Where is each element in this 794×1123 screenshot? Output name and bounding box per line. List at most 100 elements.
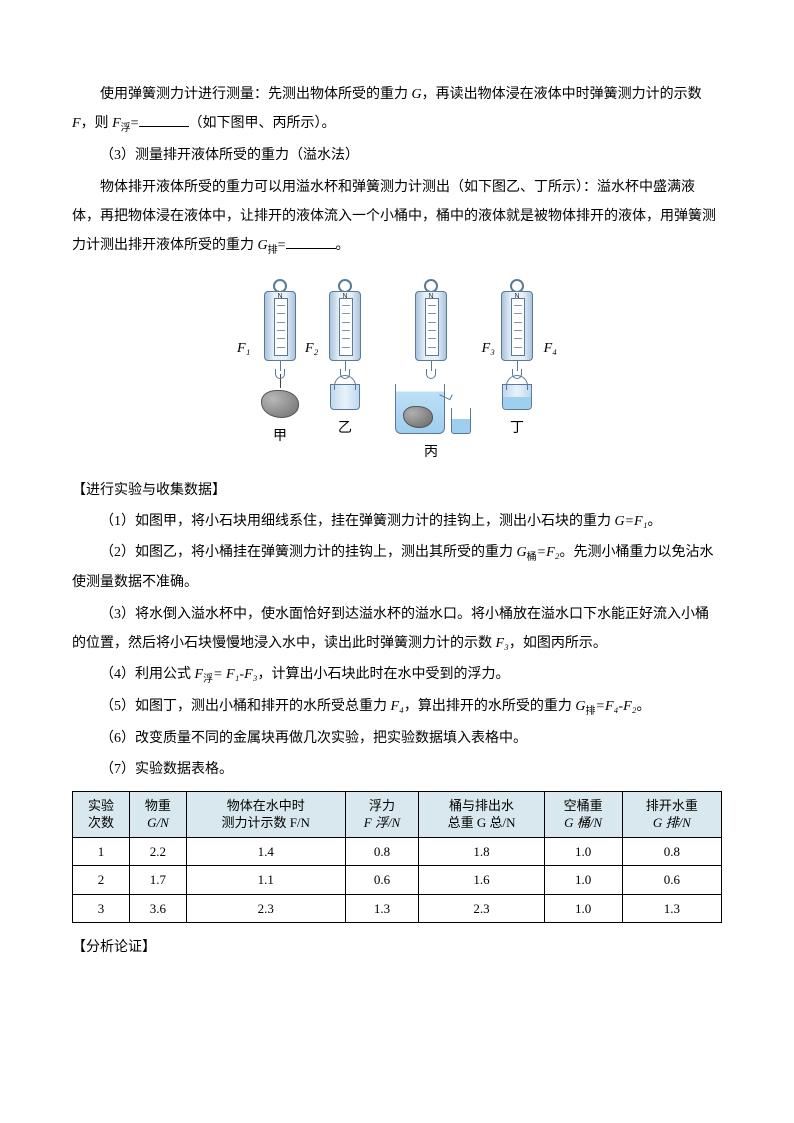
label-F4: F₄ <box>544 334 557 363</box>
section-heading-1: 【进行实验与收集数据】 <box>72 476 722 505</box>
data-table: 实验次数 物重G/N 物体在水中时测力计示数 F/N 浮力F 浮/N 桶与排出水… <box>72 791 722 924</box>
formula: =F₄-F₂ <box>596 699 637 714</box>
text: ，如图丙所示。 <box>509 636 607 651</box>
text: ，计算出小石块此时在水中受到的浮力。 <box>258 667 510 682</box>
caption-yi: 乙 <box>338 414 352 443</box>
figure-jia: F₁ N 甲 <box>261 279 299 467</box>
text: （5）如图丁，测出小桶和排开的水所受总重力 <box>100 699 391 714</box>
sub-pai: 排 <box>268 245 278 256</box>
text: 。 <box>637 699 651 714</box>
table-cell: 0.6 <box>622 866 721 895</box>
rock-icon <box>261 390 299 418</box>
symbol: F₄ <box>391 699 404 714</box>
bucket-icon <box>330 384 360 410</box>
symbol: F₃ <box>496 636 509 651</box>
th-5: 空桶重G 桶/N <box>544 791 622 837</box>
step-5: （5）如图丁，测出小桶和排开的水所受总重力 F₄，算出排开的水所受的重力 G排=… <box>72 692 722 722</box>
table-cell: 1.0 <box>544 837 622 866</box>
th-3: 浮力F 浮/N <box>345 791 419 837</box>
text: 。 <box>647 514 661 529</box>
formula: = F₁-F₃ <box>213 667 257 682</box>
symbol-Gpai: G <box>258 238 268 253</box>
text: （4）利用公式 <box>100 667 195 682</box>
table-body: 12.21.40.81.81.00.821.71.10.61.61.00.633… <box>73 837 722 923</box>
section-heading-2: 【分析论证】 <box>72 933 722 962</box>
table-row: 33.62.31.32.31.01.3 <box>73 894 722 923</box>
text: ，算出排开的水所受的重力 <box>404 699 576 714</box>
text: ，则 <box>81 116 113 131</box>
table-row: 21.71.10.61.61.00.6 <box>73 866 722 895</box>
text: （3）将水倒入溢水杯中，使水面恰好到达溢水杯的溢水口。将小桶放在溢水口下水能正好… <box>72 607 709 651</box>
table-cell: 2 <box>73 866 130 895</box>
beaker-icon <box>391 376 471 434</box>
table-cell: 3 <box>73 894 130 923</box>
sub: 桶 <box>527 552 537 563</box>
paragraph-2: （3）测量排开液体所受的重力（溢水法） <box>72 141 722 170</box>
symbol: F <box>195 667 204 682</box>
th-6: 排开水重G 排/N <box>622 791 721 837</box>
table-cell: 1.0 <box>544 866 622 895</box>
paragraph-1: 使用弹簧测力计进行测量：先测出物体所受的重力 G，再读出物体浸在液体中时弹簧测力… <box>72 80 722 139</box>
caption-bing: 丙 <box>424 438 438 467</box>
table-cell: 1 <box>73 837 130 866</box>
caption-jia: 甲 <box>273 422 287 451</box>
symbol: G <box>575 699 585 714</box>
eq: = <box>278 238 286 253</box>
table-cell: 0.8 <box>622 837 721 866</box>
table-cell: 1.0 <box>544 894 622 923</box>
step-6: （6）改变质量不同的金属块再做几次实验，把实验数据填入表格中。 <box>72 724 722 753</box>
table-cell: 1.3 <box>622 894 721 923</box>
table-cell: 3.6 <box>129 894 186 923</box>
spring-scale-icon: N <box>329 279 361 374</box>
text: 。 <box>336 238 350 253</box>
spring-scale-icon: N <box>501 279 533 374</box>
text: 物体排开液体所受的重力可以用溢水杯和弹簧测力计测出（如下图乙、丁所示）：溢水杯中… <box>72 180 716 254</box>
table-cell: 0.6 <box>345 866 419 895</box>
sub: 排 <box>586 706 596 717</box>
figure-bing: F₃ N 丙 <box>391 279 471 467</box>
step-1: （1）如图甲，将小石块用细线系住，挂在弹簧测力计的挂钩上，测出小石块的重力 G=… <box>72 507 722 536</box>
sub: 浮 <box>203 674 213 685</box>
th-2: 物体在水中时测力计示数 F/N <box>186 791 345 837</box>
table-cell: 2.3 <box>186 894 345 923</box>
step-7: （7）实验数据表格。 <box>72 755 722 784</box>
text: （1）如图甲，将小石块用细线系住，挂在弹簧测力计的挂钩上，测出小石块的重力 <box>100 514 615 529</box>
table-cell: 1.7 <box>129 866 186 895</box>
bucket-water-icon <box>502 384 532 410</box>
label-F2: F₂ <box>305 334 318 363</box>
table-row: 12.21.40.81.81.00.8 <box>73 837 722 866</box>
symbol-G: G <box>412 87 422 102</box>
step-4: （4）利用公式 F浮= F₁-F₃，计算出小石块此时在水中受到的浮力。 <box>72 660 722 690</box>
table-header-row: 实验次数 物重G/N 物体在水中时测力计示数 F/N 浮力F 浮/N 桶与排出水… <box>73 791 722 837</box>
table-cell: 1.3 <box>345 894 419 923</box>
text: （2）如图乙，将小桶挂在弹簧测力计的挂钩上，测出其所受的重力 <box>100 545 517 560</box>
symbol-F: F <box>72 116 81 131</box>
step-3: （3）将水倒入溢水杯中，使水面恰好到达溢水杯的溢水口。将小桶放在溢水口下水能正好… <box>72 600 722 659</box>
text: ，再读出物体浸在液体中时弹簧测力计的示数 <box>422 87 702 102</box>
table-cell: 1.4 <box>186 837 345 866</box>
figure-yi: F₂ N 乙 <box>329 279 361 467</box>
spring-scale-icon: N <box>264 279 296 374</box>
symbol: G <box>517 545 527 560</box>
table-cell: 1.6 <box>419 866 544 895</box>
th-4: 桶与排出水总重 G 总/N <box>419 791 544 837</box>
caption-ding: 丁 <box>510 414 524 443</box>
label-F1: F₁ <box>237 334 250 363</box>
spring-scale-icon: N <box>415 279 447 374</box>
table-cell: 1.8 <box>419 837 544 866</box>
blank-1 <box>139 113 189 127</box>
label-F3: F₃ <box>482 334 495 363</box>
blank-2 <box>286 235 336 249</box>
table-cell: 1.1 <box>186 866 345 895</box>
formula: G=F₁ <box>615 514 648 529</box>
text: 使用弹簧测力计进行测量：先测出物体所受的重力 <box>100 87 412 102</box>
table-cell: 0.8 <box>345 837 419 866</box>
figure-area: F₁ N 甲 F₂ N 乙 F₃ N <box>72 279 722 467</box>
formula: =F₂ <box>537 545 560 560</box>
step-2: （2）如图乙，将小桶挂在弹簧测力计的挂钩上，测出其所受的重力 G桶=F₂。先测小… <box>72 538 722 597</box>
sub-fu: 浮 <box>121 123 131 134</box>
symbol-Ffu: F <box>112 116 121 131</box>
figure-ding: F₄ N 丁 <box>501 279 533 467</box>
table-cell: 2.2 <box>129 837 186 866</box>
th-1: 物重G/N <box>129 791 186 837</box>
